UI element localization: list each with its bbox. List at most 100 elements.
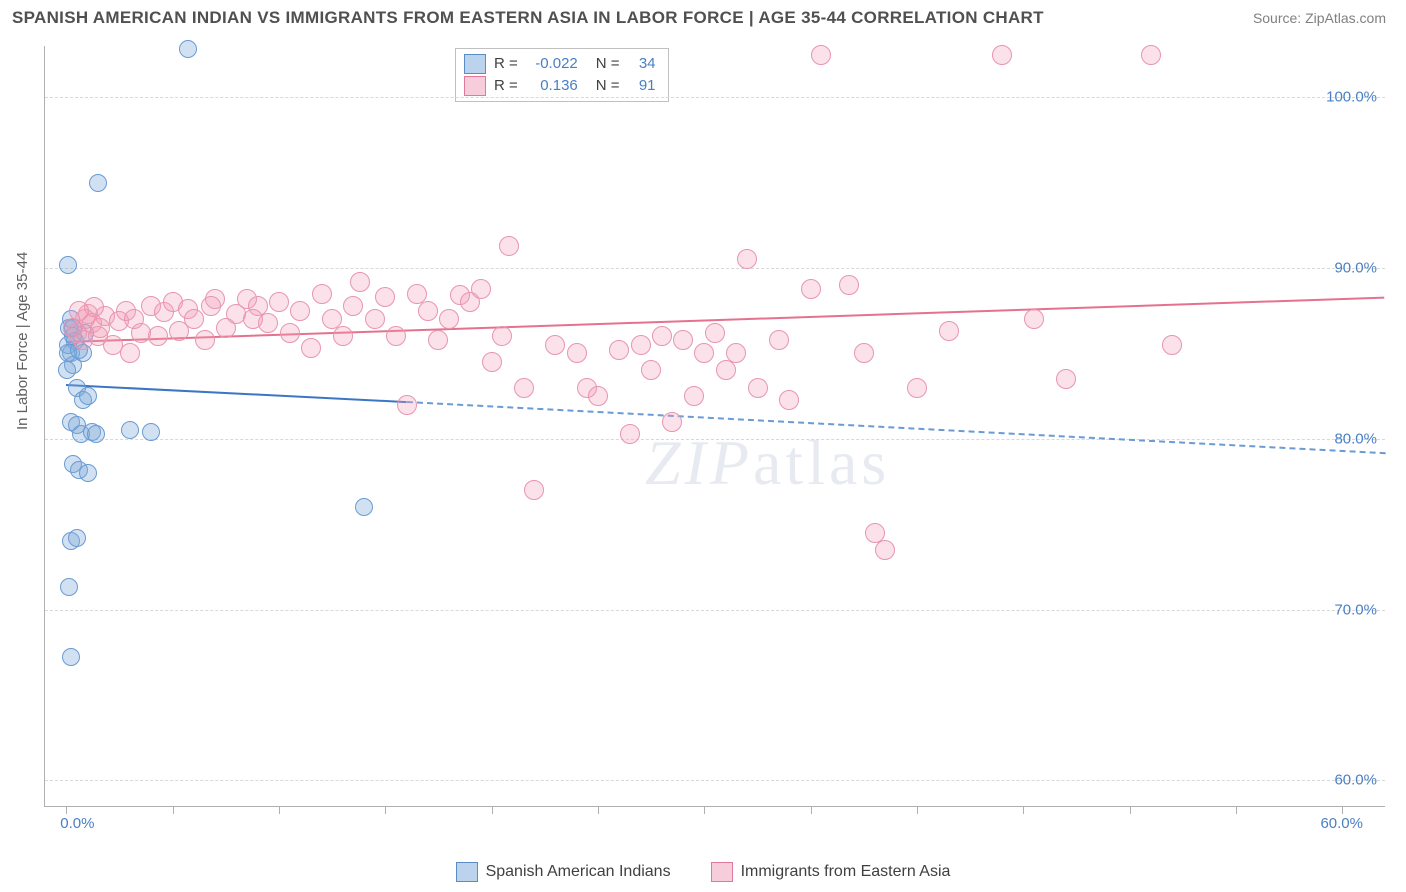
x-tick (1236, 806, 1237, 814)
data-point (620, 424, 640, 444)
data-point (365, 309, 385, 329)
data-point (201, 296, 221, 316)
data-point (269, 292, 289, 312)
data-point (179, 40, 197, 58)
x-tick (704, 806, 705, 814)
data-point (652, 326, 672, 346)
x-tick (1130, 806, 1131, 814)
data-point (312, 284, 332, 304)
data-point (811, 45, 831, 65)
data-point (524, 480, 544, 500)
data-point (673, 330, 693, 350)
legend-row-blue: R = -0.022 N = 34 (464, 53, 656, 75)
data-point (641, 360, 661, 380)
data-point (79, 464, 97, 482)
data-point (854, 343, 874, 363)
series-legend: Spanish American Indians Immigrants from… (0, 862, 1406, 882)
stats-legend: R = -0.022 N = 34 R = 0.136 N = 91 (455, 48, 669, 102)
trend-line (407, 401, 1386, 454)
n-value: 34 (628, 53, 656, 75)
data-point (184, 309, 204, 329)
data-point (499, 236, 519, 256)
r-value: -0.022 (526, 53, 578, 75)
y-tick-label: 70.0% (1334, 601, 1377, 618)
correlation-chart: R = -0.022 N = 34 R = 0.136 N = 91 ZIPat… (44, 46, 1385, 807)
data-point (195, 330, 215, 350)
data-point (492, 326, 512, 346)
data-point (79, 387, 97, 405)
x-tick (66, 806, 67, 814)
data-point (350, 272, 370, 292)
data-point (567, 343, 587, 363)
data-point (1141, 45, 1161, 65)
r-label: R = (494, 75, 518, 97)
data-point (121, 421, 139, 439)
data-point (343, 296, 363, 316)
data-point (737, 249, 757, 269)
data-point (59, 256, 77, 274)
r-value: 0.136 (526, 75, 578, 97)
legend-item-blue: Spanish American Indians (456, 862, 671, 882)
data-point (482, 352, 502, 372)
swatch-blue-icon (464, 54, 486, 74)
n-label: N = (596, 75, 620, 97)
legend-item-pink: Immigrants from Eastern Asia (711, 862, 951, 882)
data-point (333, 326, 353, 346)
data-point (89, 174, 107, 192)
data-point (694, 343, 714, 363)
gridline (45, 780, 1385, 781)
x-tick (1342, 806, 1343, 814)
x-tick (492, 806, 493, 814)
y-tick-label: 90.0% (1334, 260, 1377, 277)
data-point (907, 378, 927, 398)
data-point (939, 321, 959, 341)
data-point (69, 301, 89, 321)
data-point (386, 326, 406, 346)
trend-line (66, 384, 406, 403)
data-point (290, 301, 310, 321)
data-point (418, 301, 438, 321)
data-point (280, 323, 300, 343)
data-point (769, 330, 789, 350)
data-point (60, 578, 78, 596)
data-point (801, 279, 821, 299)
gridline (45, 97, 1385, 98)
data-point (1056, 369, 1076, 389)
data-point (875, 540, 895, 560)
data-point (779, 390, 799, 410)
data-point (397, 395, 417, 415)
data-point (839, 275, 859, 295)
y-tick-label: 100.0% (1326, 89, 1377, 106)
x-tick (917, 806, 918, 814)
data-point (375, 287, 395, 307)
data-point (68, 529, 86, 547)
n-value: 91 (628, 75, 656, 97)
swatch-pink-icon (711, 862, 733, 882)
gridline (45, 439, 1385, 440)
x-tick (279, 806, 280, 814)
gridline (45, 268, 1385, 269)
data-point (120, 343, 140, 363)
x-tick (811, 806, 812, 814)
data-point (148, 326, 168, 346)
data-point (301, 338, 321, 358)
watermark: ZIPatlas (645, 426, 890, 500)
data-point (992, 45, 1012, 65)
data-point (355, 498, 373, 516)
y-axis-title: In Labor Force | Age 35-44 (14, 252, 31, 430)
n-label: N = (596, 53, 620, 75)
source-label: Source: ZipAtlas.com (1253, 10, 1386, 26)
legend-label: Immigrants from Eastern Asia (741, 863, 951, 881)
r-label: R = (494, 53, 518, 75)
data-point (62, 648, 80, 666)
data-point (439, 309, 459, 329)
data-point (588, 386, 608, 406)
data-point (87, 425, 105, 443)
data-point (58, 361, 76, 379)
data-point (1162, 335, 1182, 355)
y-tick-label: 60.0% (1334, 772, 1377, 789)
x-tick-label: 0.0% (60, 815, 94, 832)
data-point (1024, 309, 1044, 329)
page-title: SPANISH AMERICAN INDIAN VS IMMIGRANTS FR… (12, 8, 1044, 28)
y-tick-label: 80.0% (1334, 430, 1377, 447)
